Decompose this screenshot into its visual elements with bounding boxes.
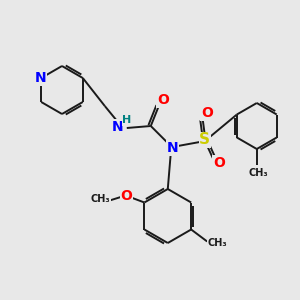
Text: O: O	[157, 93, 169, 107]
Text: H: H	[122, 115, 131, 125]
Text: O: O	[201, 106, 213, 120]
Text: CH₃: CH₃	[207, 238, 227, 248]
Text: O: O	[121, 188, 132, 203]
Text: N: N	[34, 71, 46, 85]
Text: CH₃: CH₃	[91, 194, 110, 205]
Text: S: S	[199, 133, 210, 148]
Text: N: N	[112, 120, 124, 134]
Text: O: O	[213, 156, 225, 170]
Text: N: N	[167, 141, 178, 155]
Text: CH₃: CH₃	[249, 168, 268, 178]
